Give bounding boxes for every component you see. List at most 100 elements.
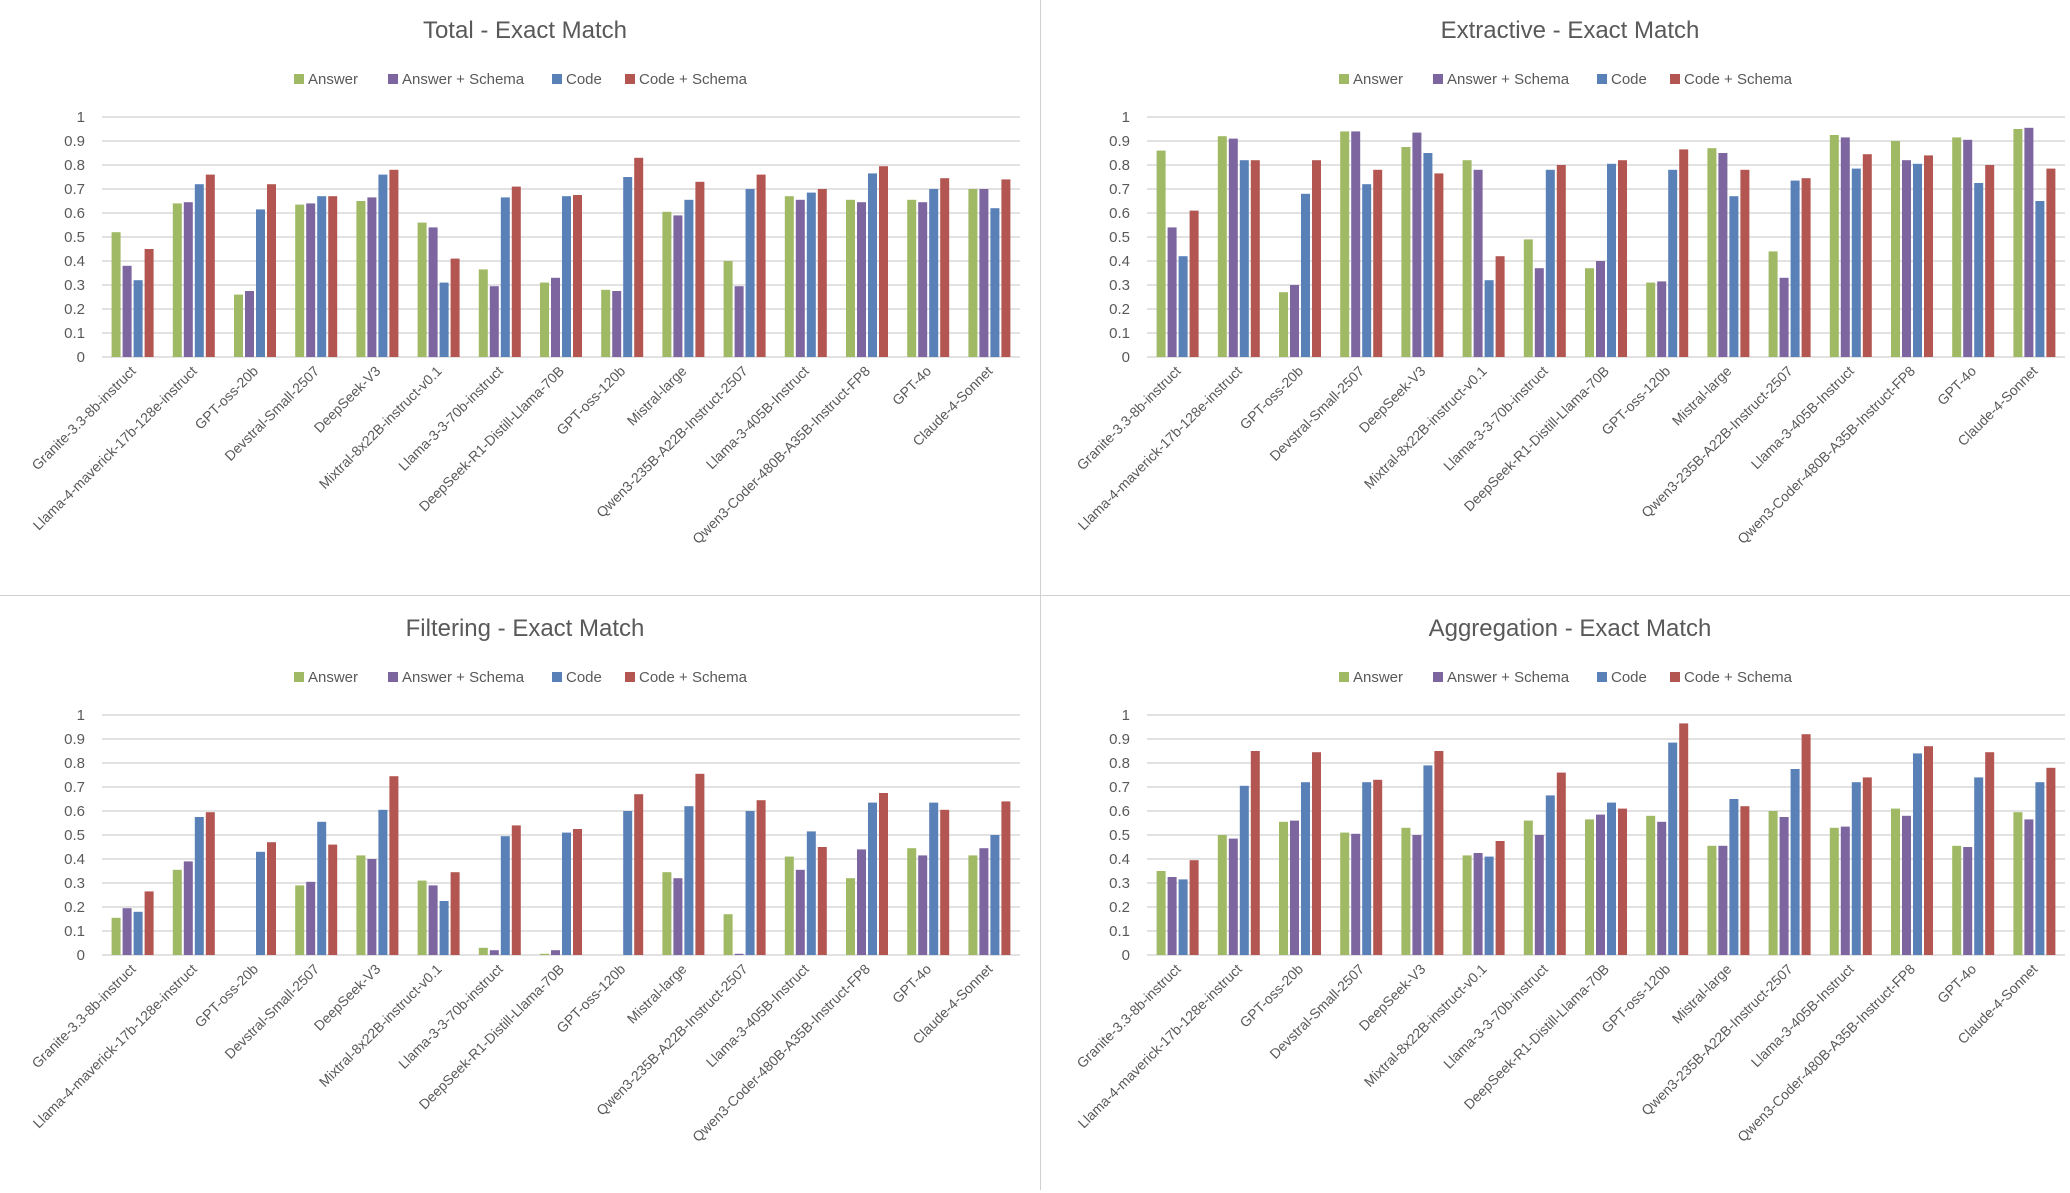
bar-answer xyxy=(417,222,427,357)
bar-answer xyxy=(478,269,488,357)
legend-label-answer: Answer xyxy=(1353,71,1403,88)
bar-answer xyxy=(111,232,121,357)
bar-code-schema xyxy=(1001,179,1011,357)
bar-code-schema xyxy=(879,166,888,357)
bar-answer xyxy=(1523,239,1533,357)
bar-code xyxy=(1178,879,1188,955)
legend-label-code: Code xyxy=(1611,669,1647,686)
bar-answer-schema xyxy=(489,950,499,955)
bar-answer-schema xyxy=(245,291,254,357)
x-tick-label: Mixtral-8x22B-instruct-v0.1 xyxy=(1361,363,1490,492)
legend-swatch-answer xyxy=(1339,74,1349,84)
y-tick-label: 0.8 xyxy=(1109,755,1130,772)
bar-code-schema xyxy=(1312,752,1321,955)
bar-answer xyxy=(1646,815,1656,955)
bar-code xyxy=(623,811,633,955)
bar-answer xyxy=(356,855,366,955)
bar-code xyxy=(439,901,449,955)
bar-code xyxy=(194,184,204,357)
legend-label-answer-schema: Answer + Schema xyxy=(1447,669,1570,686)
bar-code xyxy=(1913,753,1922,955)
y-tick-label: 0.8 xyxy=(64,157,85,174)
bar-code-schema xyxy=(1556,772,1566,955)
x-tick-label: Mistral-large xyxy=(1669,363,1735,429)
bar-answer-schema xyxy=(2024,127,2034,357)
legend-swatch-answer xyxy=(294,672,304,682)
bar-code xyxy=(317,821,327,955)
bar-code xyxy=(1790,769,1800,955)
bar-code-schema xyxy=(511,186,521,357)
legend-swatch-answer-schema xyxy=(388,74,398,84)
legend-swatch-code-schema xyxy=(1670,672,1680,682)
bar-code-schema xyxy=(2046,168,2056,357)
legend-swatch-answer-schema xyxy=(1433,672,1443,682)
bar-code xyxy=(1974,183,1984,357)
bar-answer xyxy=(1768,811,1778,955)
y-tick-label: 0.5 xyxy=(64,827,85,844)
bar-code-schema xyxy=(267,842,276,955)
x-tick-label: GPT-4o xyxy=(1934,363,1980,409)
chart-title: Total - Exact Match xyxy=(423,17,627,44)
bar-code-schema xyxy=(389,776,399,955)
bar-code xyxy=(256,209,265,357)
bar-code-schema xyxy=(573,829,582,955)
x-tick-label: Llama-3-3-70b-instruct xyxy=(395,363,506,474)
bar-answer-schema xyxy=(1167,227,1177,357)
y-tick-label: 0.4 xyxy=(1109,253,1130,270)
x-tick-label: Mixtral-8x22B-instruct-v0.1 xyxy=(316,961,445,1090)
bar-code xyxy=(2035,201,2045,357)
bar-code xyxy=(317,196,327,357)
bar-code xyxy=(1545,795,1555,955)
bar-code xyxy=(1178,256,1188,357)
bar-answer xyxy=(295,885,305,955)
bar-code xyxy=(1362,782,1372,955)
legend-label-answer-schema: Answer + Schema xyxy=(1447,71,1570,88)
bar-code-schema xyxy=(144,249,154,357)
bar-code xyxy=(439,282,449,357)
bar-answer xyxy=(356,201,366,357)
chart-svg: Aggregation - Exact Match Answer Answer + … xyxy=(1073,615,2065,1145)
bar-answer-schema xyxy=(306,881,316,955)
bar-code xyxy=(684,199,694,357)
bar-code xyxy=(133,911,143,955)
bar-code xyxy=(500,197,510,357)
bar-answer xyxy=(111,917,121,955)
bar-answer-schema xyxy=(1351,131,1361,357)
chart-title: Filtering - Exact Match xyxy=(406,615,645,642)
bar-answer-schema xyxy=(551,950,560,955)
bar-code-schema xyxy=(1373,779,1383,955)
bar-code xyxy=(1668,742,1678,955)
y-tick-label: 0.3 xyxy=(1109,277,1130,294)
bar-code-schema xyxy=(328,196,338,357)
bar-answer xyxy=(1891,808,1900,955)
bar-answer xyxy=(478,947,488,955)
legend-label-answer-schema: Answer + Schema xyxy=(402,71,525,88)
bar-code xyxy=(990,208,1000,357)
bar-answer-schema xyxy=(367,197,377,357)
bar-answer-schema xyxy=(122,265,132,357)
chart-title: Aggregation - Exact Match xyxy=(1429,615,1712,642)
bar-answer xyxy=(1217,136,1227,357)
bar-code-schema xyxy=(1001,801,1011,955)
y-tick-label: 0.2 xyxy=(1109,301,1130,318)
bar-answer xyxy=(968,855,978,955)
bar-code-schema xyxy=(267,184,276,357)
legend-label-answer: Answer xyxy=(308,669,358,686)
chart-aggregation: Aggregation - Exact Match Answer Answer + … xyxy=(1045,598,2070,1193)
bar-code xyxy=(929,802,939,955)
bar-answer xyxy=(1279,821,1288,955)
bar-answer-schema xyxy=(612,291,622,357)
x-tick-label: Llama-3-3-70b-instruct xyxy=(1440,363,1551,474)
bar-code xyxy=(1239,785,1249,955)
bar-code-schema xyxy=(1312,160,1321,357)
legend-swatch-code xyxy=(1597,672,1607,682)
bar-answer xyxy=(1829,135,1839,357)
bar-code xyxy=(1729,196,1739,357)
bar-answer xyxy=(1462,160,1472,357)
bar-answer-schema xyxy=(1228,838,1238,955)
legend-label-code-schema: Code + Schema xyxy=(639,71,748,88)
bar-answer xyxy=(784,196,794,357)
y-tick-label: 1 xyxy=(1122,109,1130,126)
bar-code xyxy=(1851,168,1861,357)
x-tick-label: Granite-3.3-8b-instruct xyxy=(1073,363,1183,473)
